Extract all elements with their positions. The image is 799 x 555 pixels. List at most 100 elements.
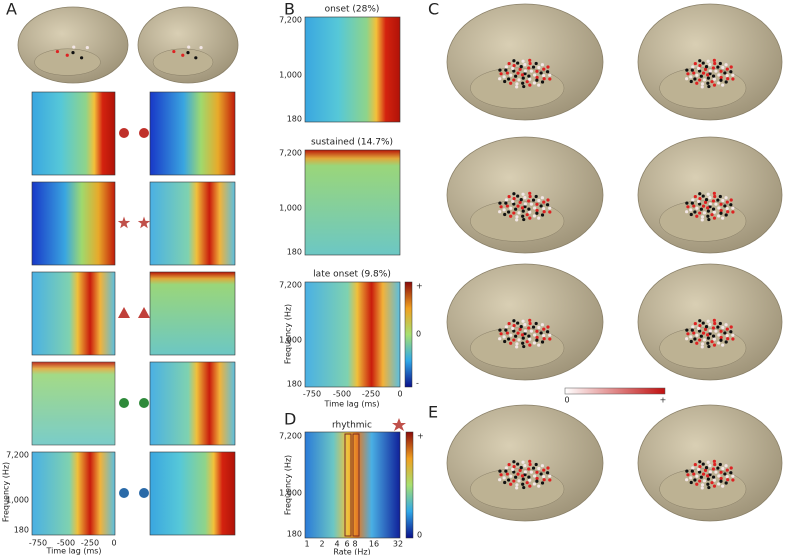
electrode	[702, 78, 707, 82]
electrode	[704, 198, 709, 202]
electrode	[693, 321, 697, 326]
electrode	[700, 215, 705, 219]
electrode	[542, 468, 546, 472]
electrode	[521, 482, 525, 486]
electrode	[718, 194, 722, 199]
electrode	[704, 466, 709, 470]
electrode	[710, 340, 714, 344]
electrode	[535, 470, 539, 474]
temporal-lobe	[152, 48, 214, 76]
electrode	[719, 479, 723, 483]
electrode	[529, 329, 534, 333]
heatmap	[31, 361, 116, 446]
electrode	[546, 198, 550, 202]
electrode	[507, 210, 511, 214]
electrode	[499, 72, 503, 76]
electrode	[706, 59, 710, 63]
colorbar-label: -	[416, 379, 419, 388]
electrode	[521, 319, 525, 323]
electrode	[528, 318, 532, 322]
electrode	[698, 196, 702, 201]
electrode	[535, 335, 539, 340]
electrode	[540, 80, 545, 84]
y-tick-label: 1,000	[279, 489, 302, 498]
electrode	[712, 459, 716, 463]
electrode	[512, 78, 516, 82]
electrode	[528, 343, 532, 347]
electrode	[499, 205, 503, 209]
electrode	[548, 77, 552, 81]
electrode	[708, 470, 712, 474]
temporal-lobe	[34, 48, 101, 76]
electrode	[725, 474, 729, 479]
electrode	[718, 61, 722, 66]
electrode	[706, 333, 710, 337]
electrode	[689, 75, 693, 79]
electrode	[498, 478, 502, 482]
electrode	[507, 462, 511, 467]
electrode	[725, 200, 729, 204]
electrode	[515, 215, 519, 219]
electrode	[528, 210, 532, 214]
x-tick-label: -500	[333, 390, 351, 399]
electrode	[698, 460, 702, 464]
electrode	[512, 63, 516, 68]
electrode	[707, 84, 711, 89]
colorbar-label: 0	[416, 330, 421, 339]
electrode	[546, 466, 550, 470]
colorbar-label: 0	[564, 396, 569, 405]
electrode	[698, 59, 702, 63]
electrode	[698, 329, 702, 333]
electrode	[504, 201, 508, 205]
electrode	[697, 467, 701, 471]
electrode	[689, 335, 693, 339]
electrode	[548, 478, 552, 482]
electrode	[708, 473, 712, 477]
electrode	[729, 325, 733, 329]
electrode	[502, 208, 506, 212]
electrode	[523, 202, 527, 206]
electrode	[499, 473, 503, 477]
electrode	[698, 319, 702, 323]
electrode	[522, 485, 526, 490]
electrode	[690, 328, 694, 332]
electrode	[521, 460, 525, 464]
electrode	[531, 65, 536, 69]
highlight	[344, 433, 352, 537]
electrode	[700, 342, 705, 346]
y-tick-label: 1,000	[279, 71, 302, 80]
electrode	[708, 205, 712, 209]
electrode	[521, 192, 525, 196]
electrode	[706, 341, 710, 345]
electrode	[537, 325, 541, 330]
electrode	[521, 81, 525, 85]
electrode	[700, 486, 704, 490]
electrode	[710, 80, 714, 84]
electrode	[504, 325, 508, 329]
electrode	[504, 68, 508, 72]
marker	[392, 418, 406, 431]
electrode	[692, 204, 696, 208]
electrode	[708, 63, 712, 67]
electrode	[721, 343, 725, 347]
electrode	[194, 56, 198, 60]
electrode	[537, 484, 541, 488]
electrode	[507, 478, 511, 482]
electrode	[523, 473, 527, 477]
electrode	[726, 478, 730, 482]
electrode	[708, 464, 712, 468]
electrode	[512, 470, 516, 474]
electrode	[711, 475, 716, 479]
panel-label: C	[428, 0, 439, 19]
electrode	[693, 478, 697, 482]
electrode	[703, 468, 708, 472]
y-tick-label: 7,200	[279, 149, 302, 158]
electrode	[525, 80, 529, 84]
electrode	[695, 206, 699, 210]
electrode	[537, 198, 541, 203]
electrode	[702, 479, 707, 483]
electrode	[701, 462, 705, 466]
electrode	[504, 466, 508, 470]
electrode	[725, 333, 729, 338]
